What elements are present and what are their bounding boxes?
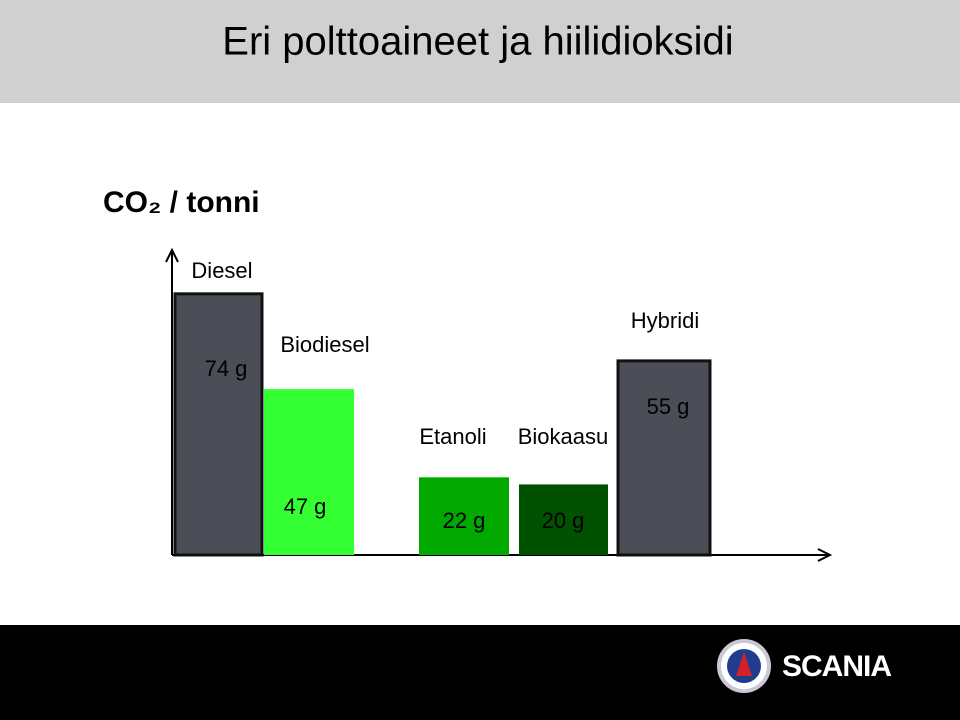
bar bbox=[173, 292, 264, 557]
category-label: Hybridi bbox=[631, 308, 699, 333]
title-band bbox=[0, 0, 960, 103]
value-label: 20 g bbox=[542, 508, 585, 533]
value-label: 55 g bbox=[647, 394, 690, 419]
value-label: 47 g bbox=[284, 494, 327, 519]
category-label: Diesel bbox=[191, 258, 252, 283]
y-axis-label: CO₂ / tonni bbox=[103, 186, 260, 219]
bar bbox=[519, 484, 608, 555]
value-label: 22 g bbox=[443, 508, 486, 533]
logo-griffin bbox=[736, 652, 752, 676]
logo: SCANIA bbox=[717, 639, 892, 693]
footer-band bbox=[0, 625, 960, 720]
y-axis-arrow bbox=[165, 247, 179, 263]
category-label: Etanoli bbox=[419, 424, 486, 449]
logo-text: SCANIA bbox=[782, 650, 891, 683]
bar bbox=[264, 389, 354, 555]
bar bbox=[419, 477, 509, 555]
chart-title: Eri polttoaineet ja hiilidioksidi bbox=[222, 20, 733, 64]
bar bbox=[616, 359, 712, 557]
x-axis-arrow bbox=[817, 548, 833, 562]
value-label: 74 g bbox=[205, 356, 248, 381]
category-label: Biodiesel bbox=[280, 332, 369, 357]
category-label: Biokaasu bbox=[518, 424, 609, 449]
